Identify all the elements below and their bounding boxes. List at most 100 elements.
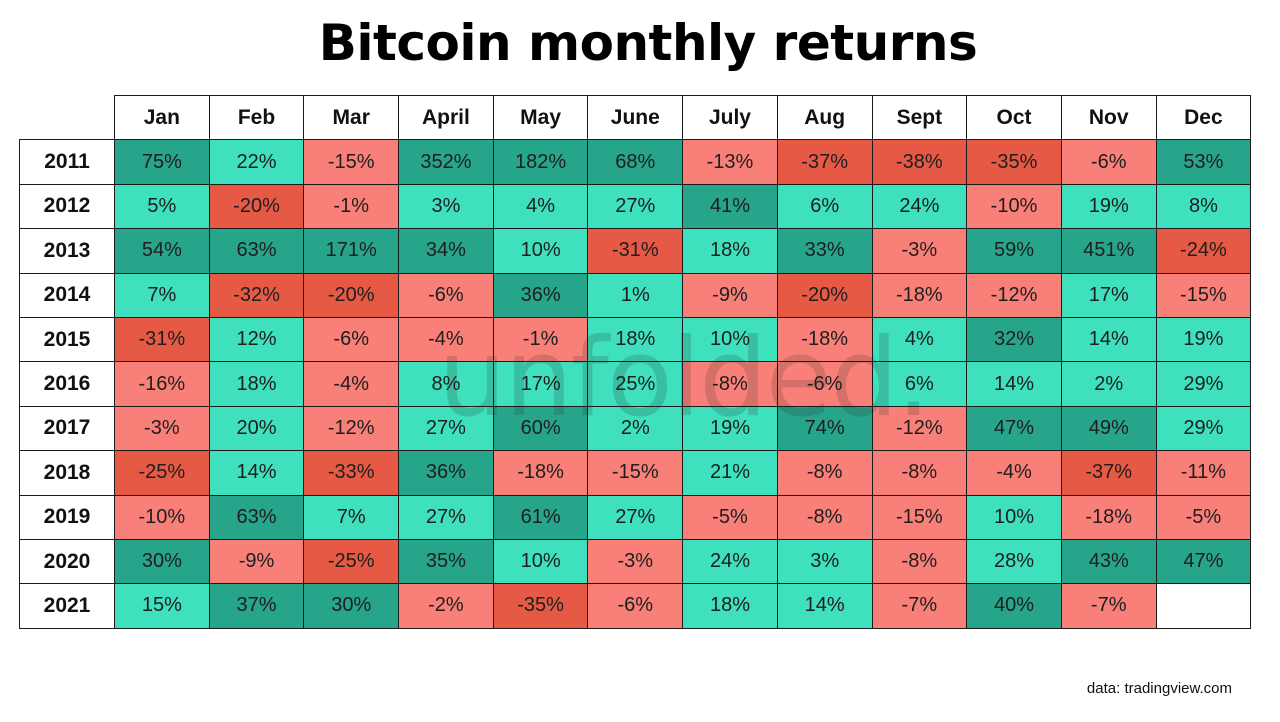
year-row-2021: 2021 15% 37% 30% -2% -35% -6% 18% 14% -7% 40% -7% (19, 583, 1252, 629)
return-cell-2017-nov: 49% (1060, 405, 1157, 452)
return-cell-2016-sept: 6% (871, 361, 968, 407)
return-cell-2014-mar: -20% (303, 272, 400, 318)
return-cell-2016-june: 25% (587, 361, 684, 407)
return-cell-2012-dec: 8% (1155, 183, 1252, 230)
return-cell-2016-aug: -6% (776, 361, 873, 407)
return-cell-2020-july: 24% (682, 538, 778, 585)
year-label-2011: 2011 (19, 139, 115, 185)
month-header-aug: Aug (776, 94, 873, 141)
return-cell-2014-dec: -15% (1155, 272, 1252, 318)
return-cell-2021-aug: 14% (776, 583, 873, 629)
return-cell-2016-july: -8% (682, 361, 778, 407)
return-cell-2012-mar: -1% (303, 183, 400, 230)
return-cell-2015-sept: 4% (871, 316, 968, 363)
month-header-april: April (398, 94, 494, 141)
year-row-2019: 2019 -10% 63% 7% 27% 61% 27% -5% -8% -15% 10% -18% -… (19, 494, 1252, 540)
return-cell-2019-nov: -18% (1060, 494, 1157, 540)
return-cell-2013-june: -31% (587, 228, 684, 274)
return-cell-2017-mar: -12% (303, 405, 400, 452)
year-label-2015: 2015 (19, 316, 115, 363)
return-cell-2019-jan: -10% (114, 494, 210, 540)
return-cell-2012-july: 41% (682, 183, 778, 230)
return-cell-2017-jan: -3% (114, 405, 210, 452)
return-cell-2019-mar: 7% (303, 494, 400, 540)
return-cell-2020-nov: 43% (1060, 538, 1157, 585)
return-cell-2021-nov: -7% (1060, 583, 1157, 629)
month-header-jan: Jan (114, 94, 210, 141)
return-cell-2013-aug: 33% (776, 228, 873, 274)
return-cell-2012-feb: -20% (208, 183, 305, 230)
return-cell-2013-mar: 171% (303, 228, 400, 274)
return-cell-2011-june: 68% (587, 139, 684, 185)
return-cell-2014-jan: 7% (114, 272, 210, 318)
return-cell-2020-dec: 47% (1155, 538, 1252, 585)
return-cell-2012-may: 4% (492, 183, 589, 230)
return-cell-2018-sept: -8% (871, 450, 968, 496)
year-label-2019: 2019 (19, 494, 115, 540)
return-cell-2019-may: 61% (492, 494, 589, 540)
monthly-returns-heatmap: Jan Feb Mar April May June July Aug Sept Oct Nov De… (19, 94, 1252, 629)
return-cell-2020-aug: 3% (776, 538, 873, 585)
return-cell-2013-dec: -24% (1155, 228, 1252, 274)
return-cell-2011-oct: -35% (966, 139, 1062, 185)
month-header-may: May (492, 94, 589, 141)
return-cell-2014-july: -9% (682, 272, 778, 318)
return-cell-2011-feb: 22% (208, 139, 305, 185)
return-cell-2018-aug: -8% (776, 450, 873, 496)
return-cell-2014-oct: -12% (966, 272, 1062, 318)
year-row-2018: 2018 -25% 14% -33% 36% -18% -15% 21% -8% -8% -4% -3… (19, 450, 1252, 496)
return-cell-2017-feb: 20% (208, 405, 305, 452)
month-header-dec: Dec (1155, 94, 1252, 141)
return-cell-2016-feb: 18% (208, 361, 305, 407)
return-cell-2021-mar: 30% (303, 583, 400, 629)
return-cell-2019-april: 27% (398, 494, 494, 540)
year-row-2013: 2013 54% 63% 171% 34% 10% -31% 18% 33% -3% 59% 451%… (19, 228, 1252, 274)
corner-cell (20, 96, 115, 140)
return-cell-2016-dec: 29% (1155, 361, 1252, 407)
return-cell-2018-oct: -4% (966, 450, 1062, 496)
month-header-june: June (587, 94, 684, 141)
return-cell-2016-jan: -16% (114, 361, 210, 407)
return-cell-2011-april: 352% (398, 139, 494, 185)
return-cell-2014-aug: -20% (776, 272, 873, 318)
return-cell-2013-july: 18% (682, 228, 778, 274)
return-cell-2013-may: 10% (492, 228, 589, 274)
year-row-2016: 2016 -16% 18% -4% 8% 17% 25% -8% -6% 6% 14% 2% 29% (19, 361, 1252, 407)
return-cell-2018-feb: 14% (208, 450, 305, 496)
source-note: data: tradingview.com (1086, 680, 1232, 697)
return-cell-2015-aug: -18% (776, 316, 873, 363)
year-label-2013: 2013 (19, 228, 115, 274)
return-cell-2015-feb: 12% (208, 316, 305, 363)
return-cell-2016-nov: 2% (1060, 361, 1157, 407)
return-cell-2014-sept: -18% (871, 272, 968, 318)
return-cell-2014-april: -6% (398, 272, 494, 318)
return-cell-2020-april: 35% (398, 538, 494, 585)
year-label-2018: 2018 (19, 450, 115, 496)
return-cell-2011-sept: -38% (871, 139, 968, 185)
year-label-2014: 2014 (19, 272, 115, 318)
return-cell-2020-jan: 30% (114, 538, 210, 585)
month-header-oct: Oct (966, 94, 1062, 141)
return-cell-2021-june: -6% (587, 583, 684, 629)
return-cell-2021-july: 18% (682, 583, 778, 629)
return-cell-2015-july: 10% (682, 316, 778, 363)
return-cell-2012-jan: 5% (114, 183, 210, 230)
return-cell-2013-nov: 451% (1060, 228, 1157, 274)
return-cell-2017-sept: -12% (871, 405, 968, 452)
return-cell-2019-aug: -8% (776, 494, 873, 540)
return-cell-2017-dec: 29% (1155, 405, 1252, 452)
return-cell-2014-nov: 17% (1060, 272, 1157, 318)
return-cell-2013-april: 34% (398, 228, 494, 274)
return-cell-2011-dec: 53% (1155, 139, 1252, 185)
return-cell-2016-oct: 14% (966, 361, 1062, 407)
year-label-2012: 2012 (19, 183, 115, 230)
return-cell-2011-jan: 75% (114, 139, 210, 185)
return-cell-2017-july: 19% (682, 405, 778, 452)
return-cell-2017-april: 27% (398, 405, 494, 452)
return-cell-2018-dec: -11% (1155, 450, 1252, 496)
return-cell-2015-mar: -6% (303, 316, 400, 363)
return-cell-2021-dec (1155, 583, 1252, 629)
return-cell-2021-feb: 37% (208, 583, 305, 629)
return-cell-2020-feb: -9% (208, 538, 305, 585)
return-cell-2018-mar: -33% (303, 450, 400, 496)
